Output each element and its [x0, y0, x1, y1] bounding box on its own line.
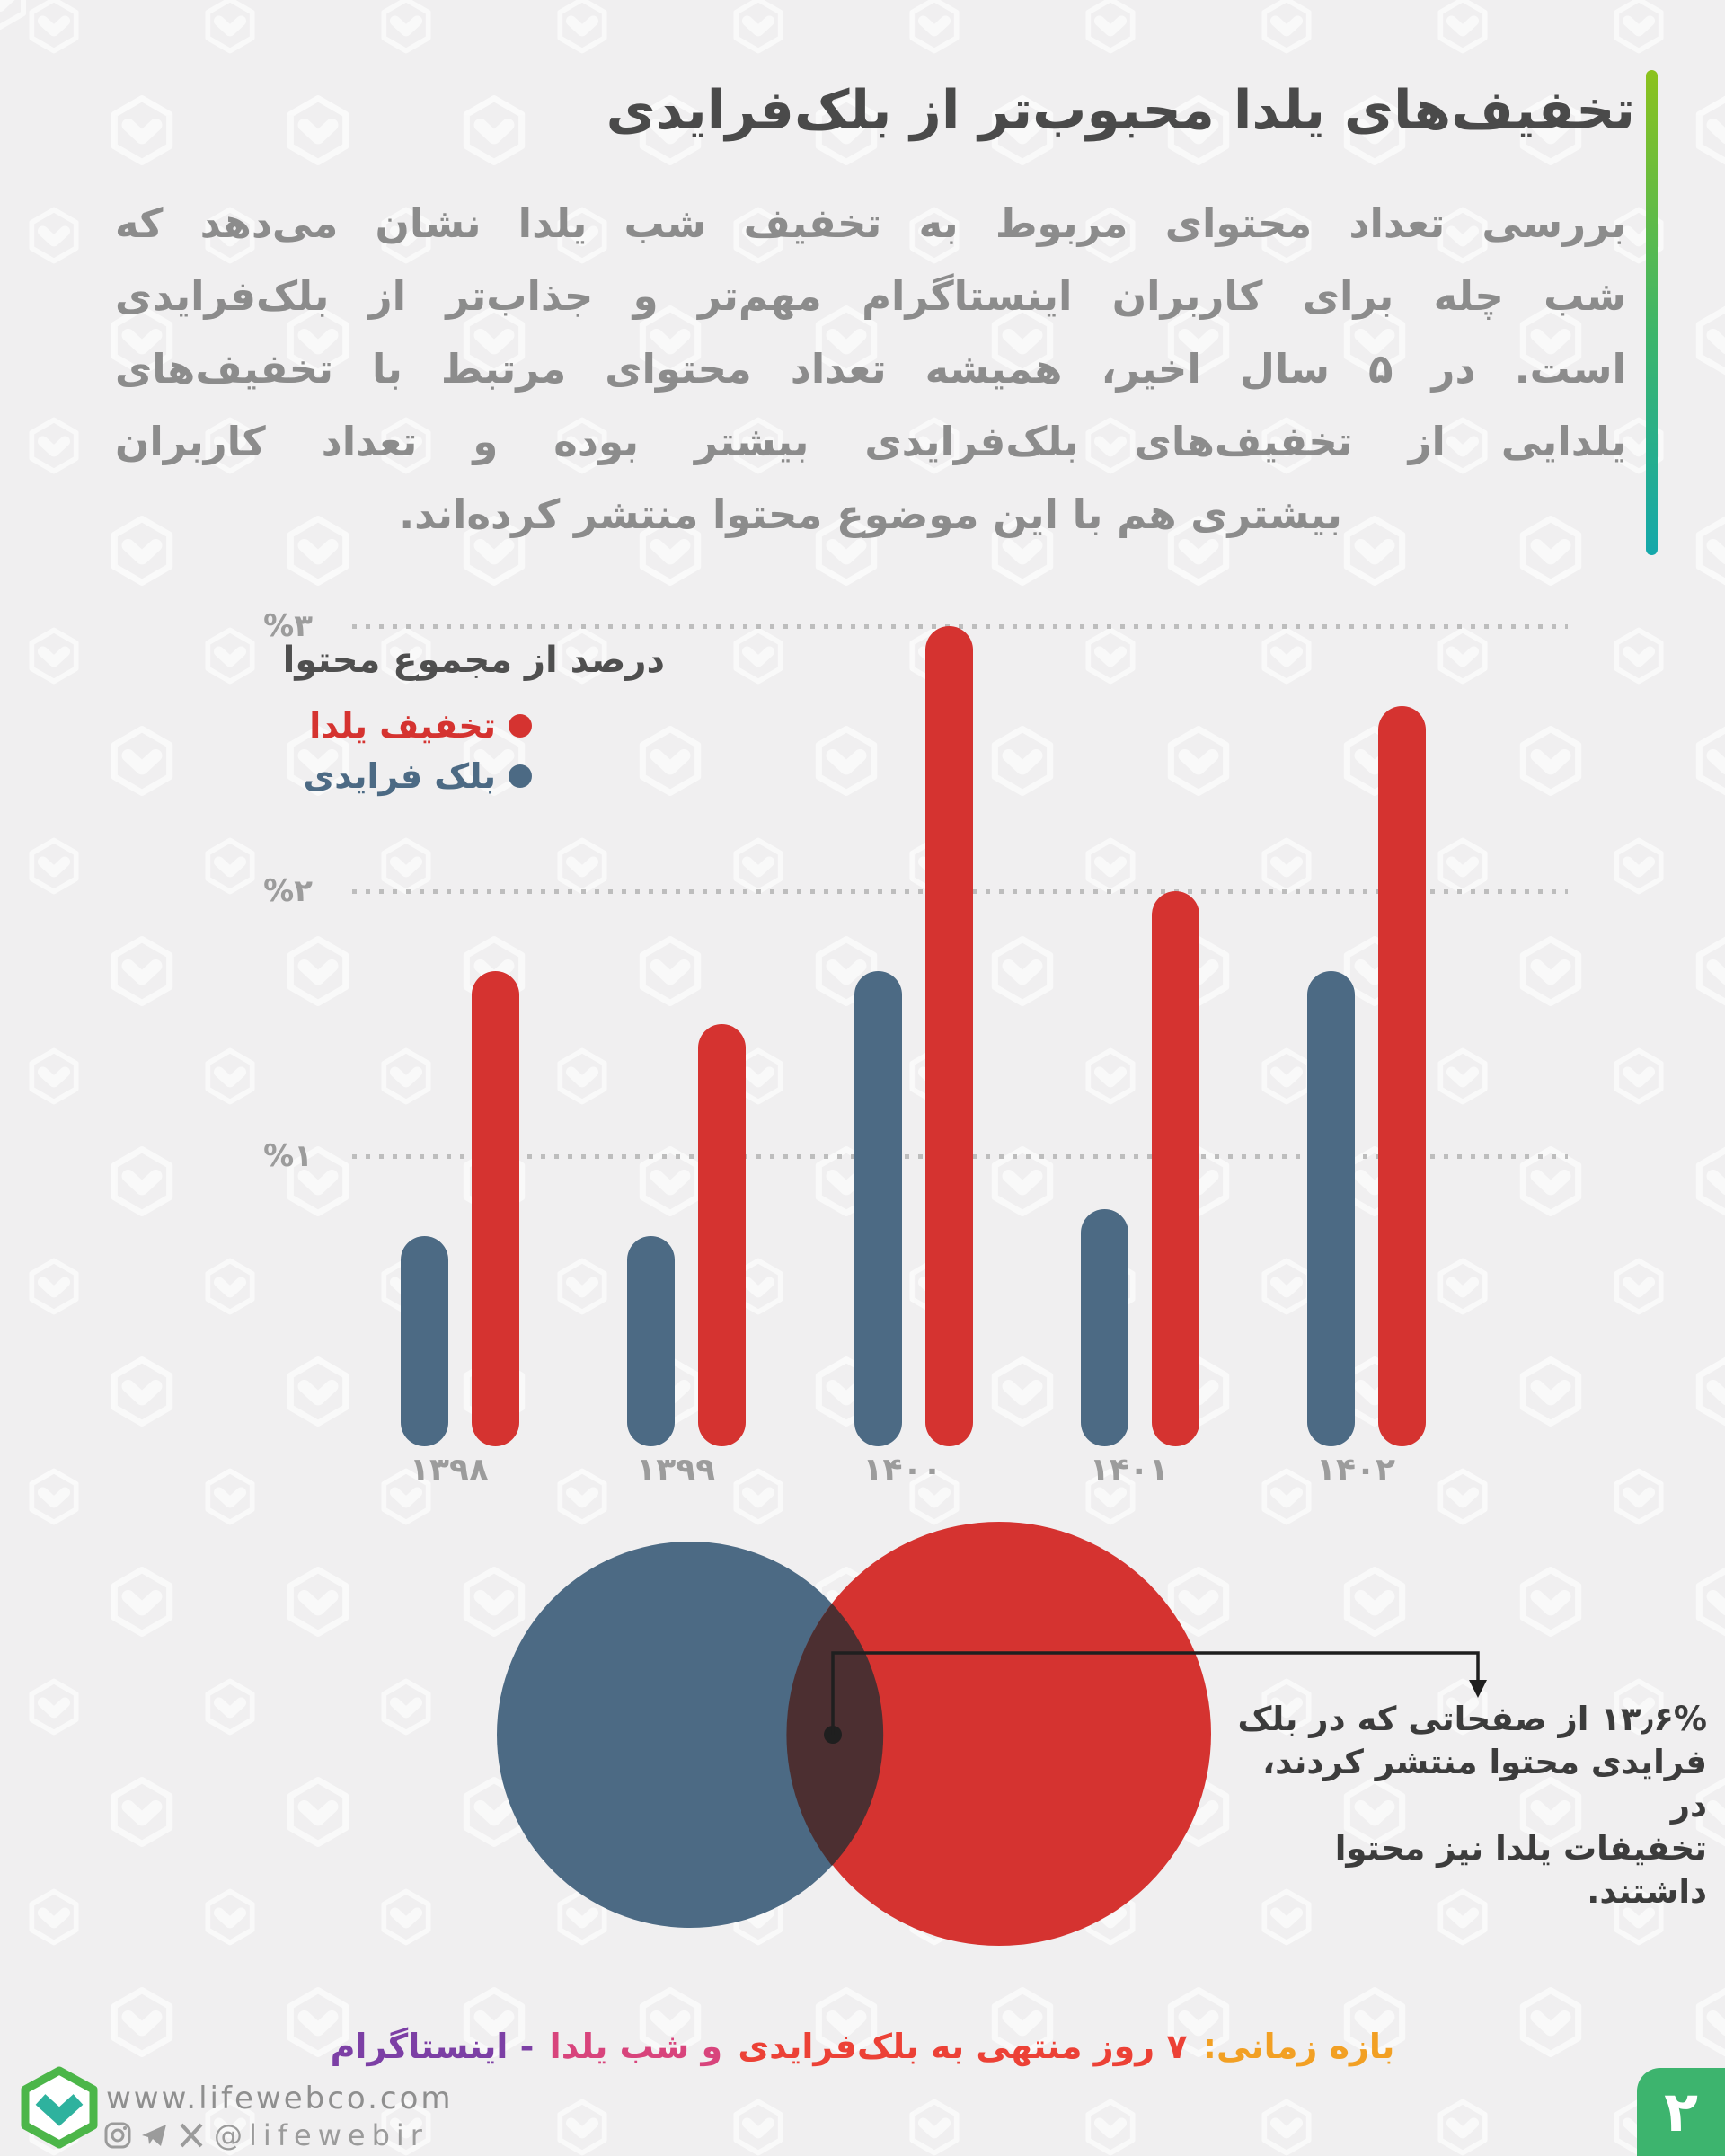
x-icon[interactable]	[178, 2122, 205, 2149]
social-row: @lifewebir	[104, 2118, 429, 2152]
page-number: ۲	[1664, 2079, 1698, 2144]
chart-bar	[401, 1235, 448, 1446]
caption-segment: بازه زمانی:	[1190, 2027, 1395, 2066]
intro-line: شب چله برای کاربران اینستاگرام مهم‌تر و …	[115, 272, 1626, 320]
y-tick-label: %۱	[263, 1138, 313, 1174]
chart-bar	[698, 1023, 747, 1446]
caption-segment: و شب یلدا	[537, 2027, 723, 2066]
x-axis-label: ۱۴۰۱	[1089, 1452, 1169, 1489]
chart-bar	[1080, 1209, 1128, 1446]
venn-annotation: ۱۳٫۶% از صفحاتی که در بلک فرایدی محتوا م…	[1222, 1698, 1707, 1913]
legend-dot-red-icon	[509, 714, 532, 738]
x-axis-label: ۱۳۹۸	[410, 1452, 489, 1489]
chart-bar	[924, 626, 973, 1446]
intro-line: بیشتری هم با این موضوع محتوا منتشر کرده‌…	[399, 490, 1342, 538]
x-axis-label: ۱۳۹۹	[636, 1452, 716, 1489]
intro-line: یلدایی از تخفیف‌های بلک‌فرایدی بیشتر بود…	[115, 418, 1626, 465]
y-tick-label: %۳	[263, 608, 313, 644]
legend-label: تخفیف یلدا	[309, 706, 496, 746]
intro-line: بررسی تعداد محتوای مربوط به تخفیف شب یلد…	[115, 199, 1626, 247]
x-axis-label: ۱۴۰۲	[1316, 1452, 1395, 1489]
page-number-badge: ۲	[1637, 2068, 1725, 2156]
chart-bar	[627, 1235, 676, 1446]
chart-bar	[1151, 891, 1199, 1446]
legend-label: بلک فرایدی	[303, 756, 496, 796]
y-axis-title: درصد از مجموع محتوا	[282, 640, 665, 681]
caption-segment: ۷ روز منتهی به بلک‌فرایدی	[726, 2027, 1188, 2066]
page-title: تخفیف‌های یلدا محبوب‌تر از بلک‌فرایدی	[606, 79, 1635, 142]
chart-bar	[854, 970, 902, 1446]
x-axis-label: ۱۴۰۰	[862, 1452, 942, 1489]
footnote-caption: بازه زمانی: ۷ روز منتهی به بلک‌فرایدی و …	[0, 2027, 1725, 2066]
chart-bar	[1378, 705, 1426, 1446]
intro-line: است. در ۵ سال اخیر، همیشه تعداد محتوای م…	[115, 345, 1626, 393]
lifeweb-logo	[20, 2066, 99, 2152]
legend-dot-blue-icon	[509, 764, 532, 788]
annotation-line: فرایدی محتوا منتشر کردند، در	[1262, 1743, 1707, 1825]
chart-bar	[1307, 970, 1355, 1446]
chart-bar	[472, 970, 519, 1446]
legend-item-black-friday: بلک فرایدی	[303, 756, 532, 796]
annotation-line: تخفیفات یلدا نیز محتوا داشتند.	[1334, 1829, 1707, 1911]
caption-segment: - اینستاگرام	[330, 2027, 535, 2066]
y-tick-label: %۲	[263, 873, 313, 909]
accent-bar	[1646, 70, 1658, 555]
chart-legend: تخفیف یلدا بلک فرایدی	[303, 706, 532, 807]
website-link[interactable]: www.lifewebco.com	[106, 2081, 454, 2116]
intro-paragraph: بررسی تعداد محتوای مربوط به تخفیف شب یلد…	[115, 187, 1626, 551]
gridline	[352, 624, 1568, 629]
annotation-line: ۱۳٫۶% از صفحاتی که در بلک	[1237, 1700, 1707, 1738]
social-handle[interactable]: @lifewebir	[214, 2118, 429, 2152]
telegram-icon[interactable]	[140, 2122, 169, 2149]
legend-item-yalda-discount: تخفیف یلدا	[303, 706, 532, 746]
instagram-icon[interactable]	[104, 2122, 131, 2149]
